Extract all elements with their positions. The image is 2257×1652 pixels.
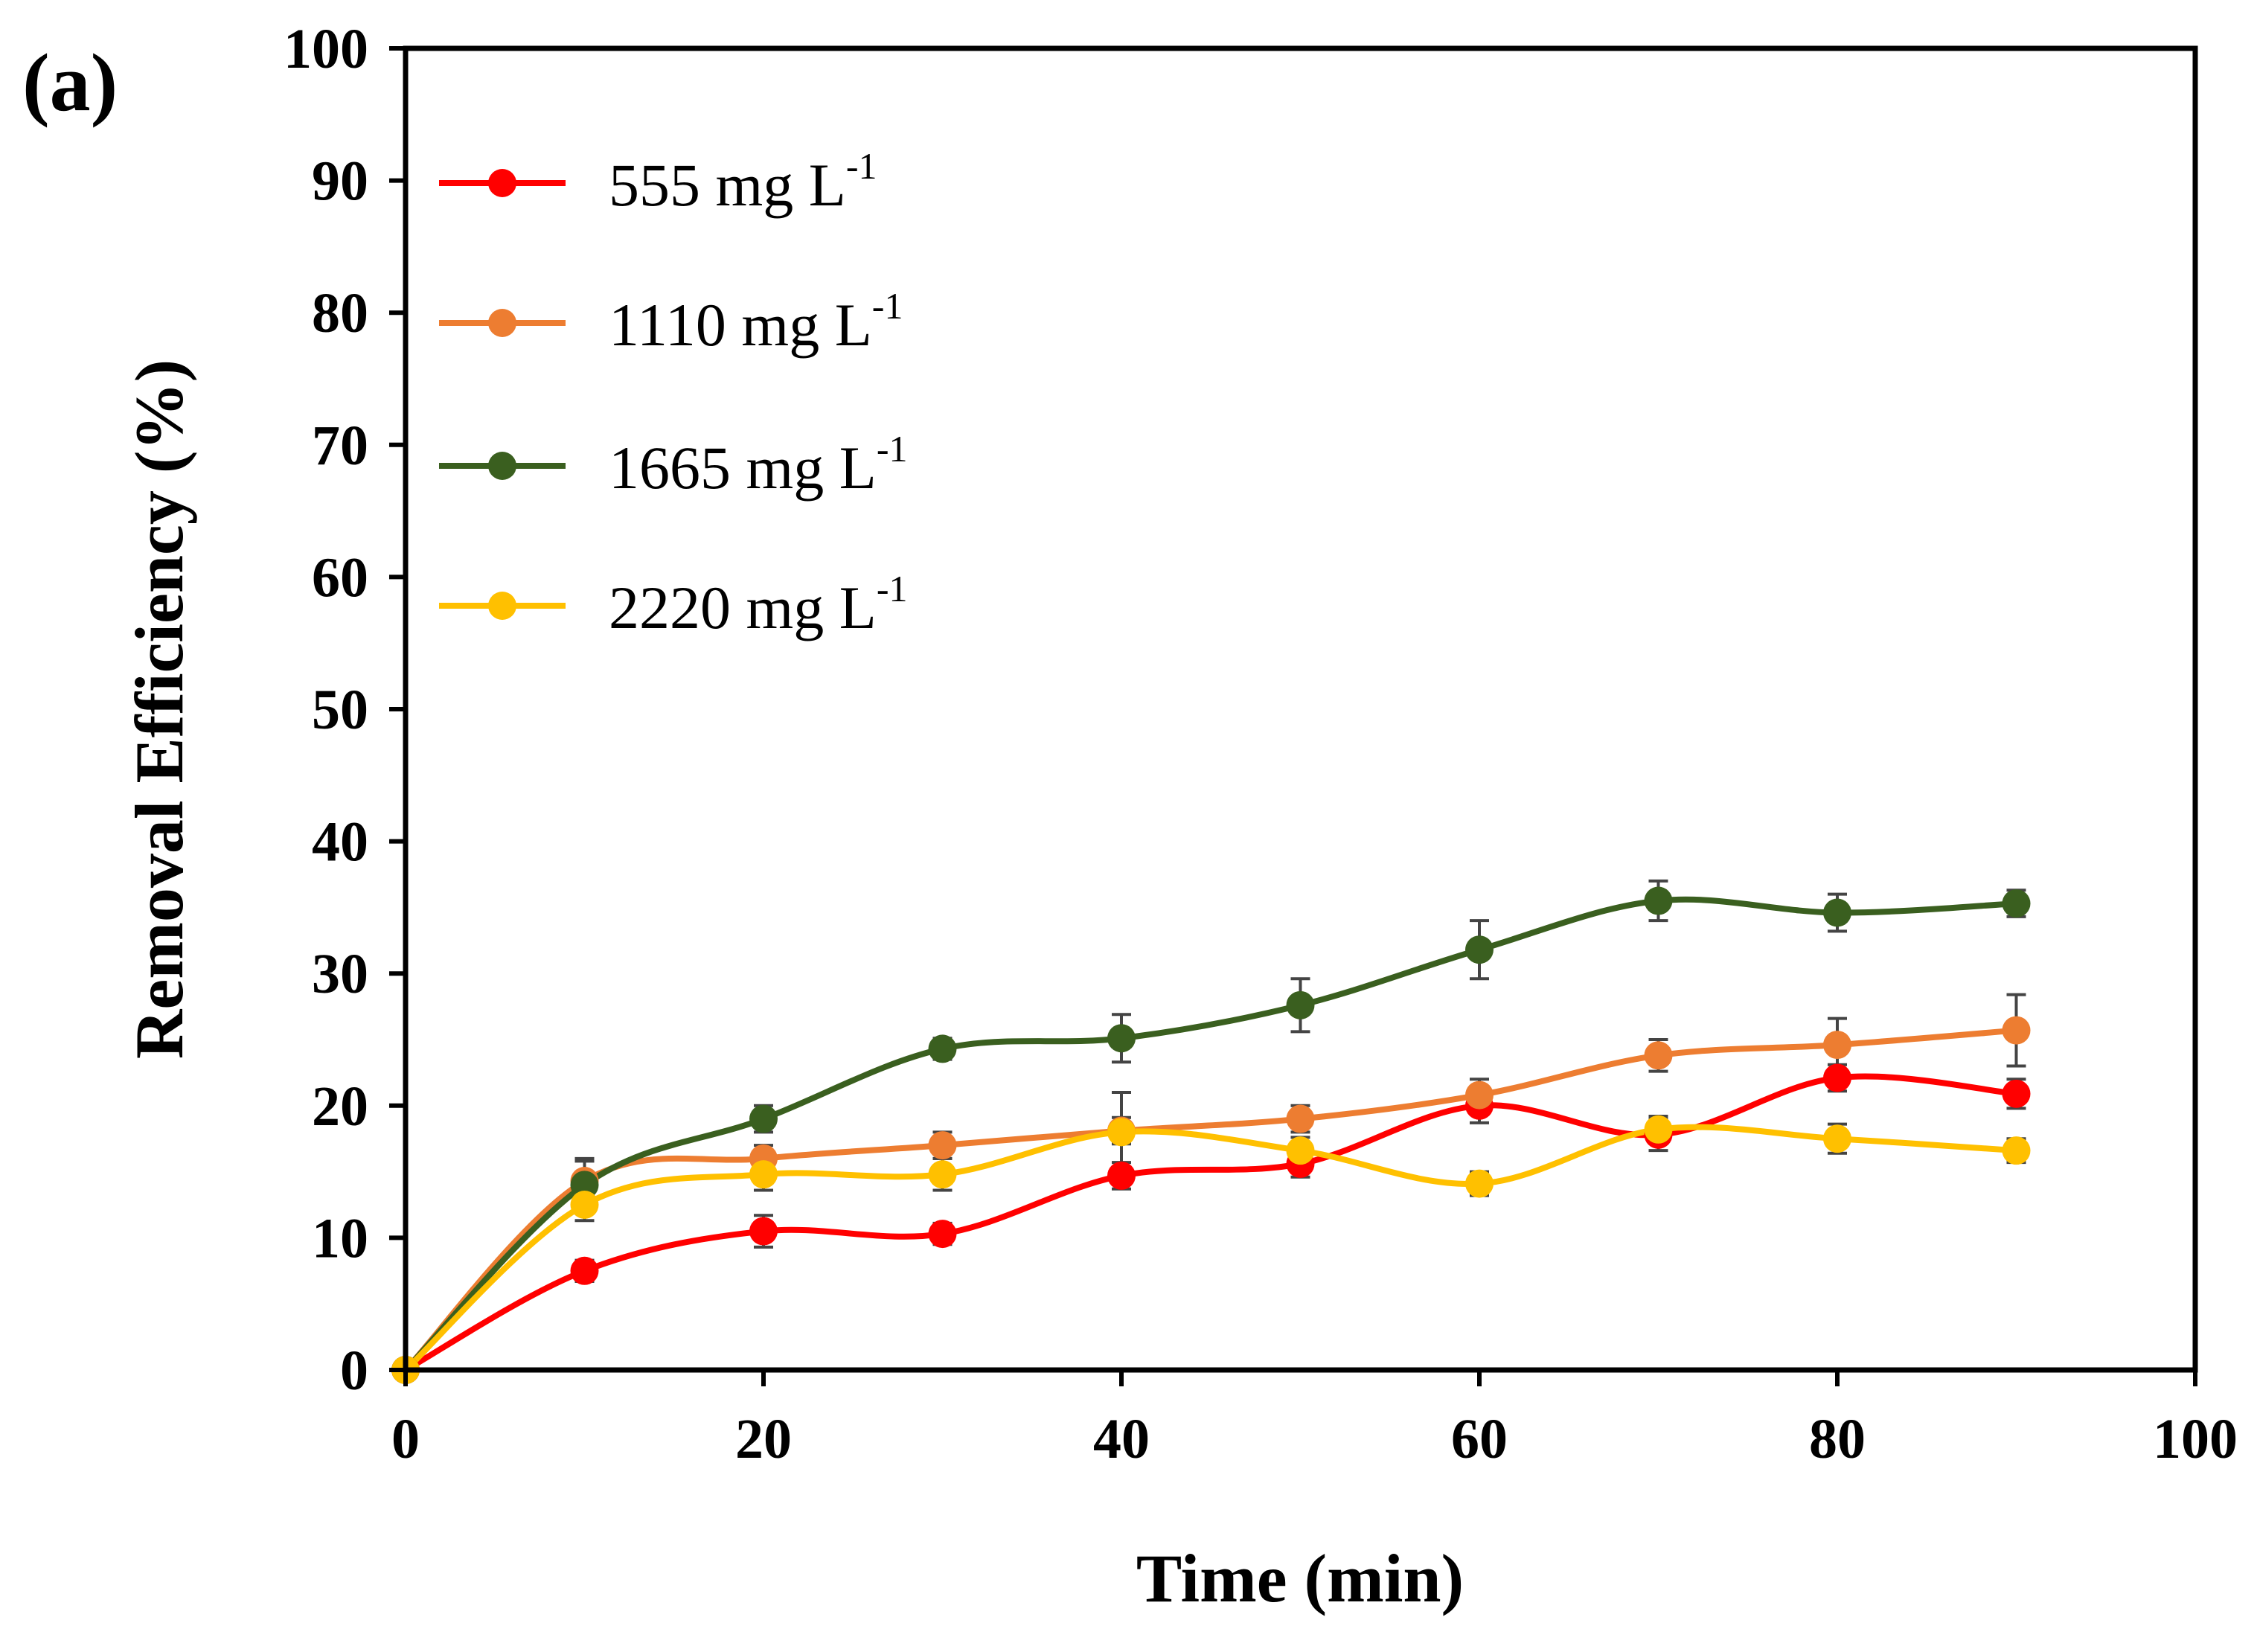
legend-label-superscript: -1 xyxy=(877,428,908,470)
series-line-1665 xyxy=(403,896,2020,1373)
series-line-555 xyxy=(403,1073,2020,1373)
data-point-1665 xyxy=(2002,889,2031,918)
x-axis-ticks: 0 20 40 60 80 100 xyxy=(391,1370,2238,1470)
data-point-1110 xyxy=(1465,1080,1494,1110)
data-point-1110 xyxy=(1823,1031,1851,1060)
x-tick-label: 100 xyxy=(2153,1408,2238,1470)
y-tick-label: 40 xyxy=(312,811,368,874)
data-point-2220 xyxy=(1286,1136,1315,1165)
data-point-555 xyxy=(2002,1079,2031,1108)
data-point-2220 xyxy=(928,1160,957,1189)
data-point-1665 xyxy=(570,1171,599,1200)
legend-marker-555 xyxy=(488,169,516,197)
data-point-1665 xyxy=(1107,1024,1136,1053)
y-tick-label: 30 xyxy=(312,943,368,1005)
y-tick-label: 70 xyxy=(312,414,368,477)
y-tick-label: 90 xyxy=(312,150,368,213)
data-point-1665 xyxy=(1644,886,1673,915)
legend-label-text: 1110 mg L xyxy=(609,291,872,359)
x-tick-label: 60 xyxy=(1451,1408,1508,1470)
data-point-1665 xyxy=(1823,898,1851,927)
legend-label-text: 1665 mg L xyxy=(609,434,877,502)
x-tick-label: 40 xyxy=(1093,1408,1150,1470)
data-point-1665 xyxy=(749,1104,778,1133)
series-markers xyxy=(391,886,2031,1384)
y-axis-ticks: 0 10 20 30 40 50 60 70 80 90 100 xyxy=(284,18,406,1402)
legend-label-text: 555 mg L xyxy=(609,151,846,219)
data-point-2220 xyxy=(570,1191,599,1219)
y-tick-label: 0 xyxy=(340,1339,368,1402)
data-point-2220 xyxy=(749,1160,778,1189)
legend-marker-1110 xyxy=(488,309,516,337)
x-tick-label: 20 xyxy=(735,1408,792,1470)
data-point-2220 xyxy=(1465,1169,1494,1198)
legend-label-superscript: -1 xyxy=(877,568,908,609)
series-line-1110 xyxy=(403,1027,2020,1373)
data-point-1110 xyxy=(1286,1104,1315,1133)
data-point-555 xyxy=(1823,1063,1851,1092)
data-point-1110 xyxy=(1644,1041,1673,1070)
x-tick-label: 0 xyxy=(391,1408,420,1470)
data-point-555 xyxy=(1107,1161,1136,1190)
data-point-555 xyxy=(928,1220,957,1249)
y-tick-label: 20 xyxy=(312,1075,368,1138)
y-tick-label: 80 xyxy=(312,282,368,345)
legend-label-2220: 2220 mg L-1 xyxy=(609,568,908,641)
x-tick-label: 80 xyxy=(1809,1408,1866,1470)
panel-label: (a) xyxy=(22,37,118,128)
legend-label-1110: 1110 mg L-1 xyxy=(609,285,903,359)
series-line-2220 xyxy=(403,1124,2020,1373)
y-tick-label: 10 xyxy=(312,1207,368,1270)
y-axis-title: Removal Efficiency (%) xyxy=(121,359,197,1059)
data-point-555 xyxy=(570,1256,599,1285)
legend-marker-2220 xyxy=(488,592,516,620)
data-point-1110 xyxy=(2002,1016,2031,1045)
data-point-1110 xyxy=(928,1131,957,1160)
legend-label-superscript: -1 xyxy=(872,285,903,327)
data-point-555 xyxy=(749,1217,778,1246)
y-tick-label: 50 xyxy=(312,679,368,741)
data-point-2220 xyxy=(2002,1136,2031,1165)
legend-marker-1665 xyxy=(488,452,516,480)
data-point-2220 xyxy=(1107,1118,1136,1147)
data-point-1665 xyxy=(928,1034,957,1063)
legend-label-text: 2220 mg L xyxy=(609,574,877,641)
legend-label-555: 555 mg L-1 xyxy=(609,145,877,219)
data-point-1665 xyxy=(1286,990,1315,1019)
y-tick-label: 100 xyxy=(284,18,368,80)
data-point-2220 xyxy=(1644,1115,1673,1144)
x-axis-title: Time (min) xyxy=(1136,1540,1464,1616)
legend-label-superscript: -1 xyxy=(846,145,877,187)
data-point-2220 xyxy=(1823,1124,1851,1153)
data-point-1665 xyxy=(1465,935,1494,964)
series-lines xyxy=(403,896,2020,1373)
y-tick-label: 60 xyxy=(312,546,368,609)
legend-label-1665: 1665 mg L-1 xyxy=(609,428,908,502)
